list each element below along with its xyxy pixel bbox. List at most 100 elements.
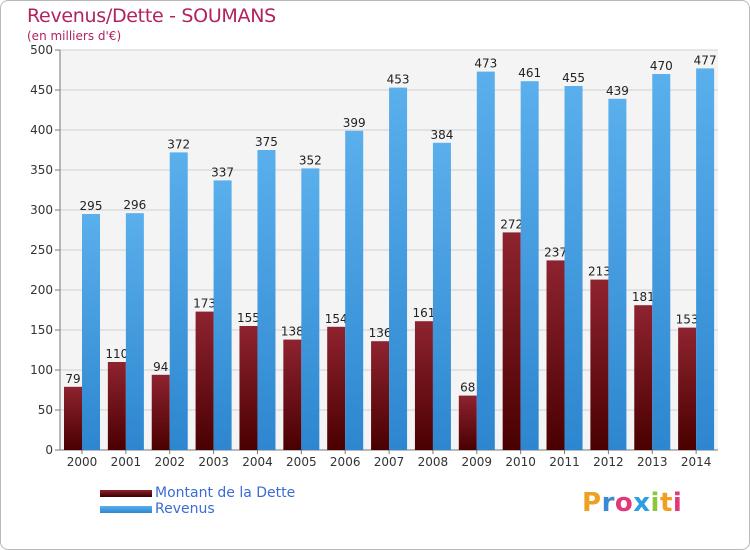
data-label-revenus: 384 — [430, 128, 453, 142]
data-label-dette: 94 — [153, 360, 168, 374]
bar-revenus — [301, 168, 320, 450]
data-label-revenus: 399 — [343, 116, 366, 130]
brand-letter: P — [582, 488, 602, 518]
y-tick-label: 300 — [30, 203, 53, 217]
bar-dette — [107, 362, 126, 450]
x-tick-label: 2008 — [418, 455, 449, 469]
bar-dette — [458, 395, 477, 450]
chart-subtitle: (en milliers d'€) — [27, 29, 122, 43]
data-label-dette: 154 — [325, 312, 348, 326]
data-label-dette: 136 — [369, 326, 392, 340]
data-label-dette: 155 — [237, 311, 260, 325]
brand-letter: t — [659, 488, 673, 518]
data-label-dette: 213 — [588, 265, 611, 279]
data-label-revenus: 296 — [123, 198, 146, 212]
brand-logo: Proxiti — [582, 488, 682, 518]
legend-swatch-dette — [100, 490, 152, 497]
data-label-dette: 138 — [281, 325, 304, 339]
chart-title: Revenus/Dette - SOUMANS — [27, 5, 276, 27]
bar-dette — [239, 326, 258, 450]
y-tick-label: 250 — [30, 243, 53, 257]
brand-letter: r — [601, 488, 615, 518]
bar-revenus — [389, 87, 408, 450]
x-tick-label: 2014 — [681, 455, 712, 469]
legend-swatch-revenus — [100, 506, 152, 513]
y-tick-label: 0 — [45, 443, 53, 457]
data-label-dette: 153 — [676, 313, 699, 327]
bar-dette — [151, 374, 170, 450]
x-tick-label: 2010 — [505, 455, 536, 469]
x-tick-label: 2005 — [286, 455, 317, 469]
x-tick-label: 2009 — [462, 455, 493, 469]
bar-revenus — [257, 150, 276, 450]
data-label-revenus: 470 — [650, 59, 673, 73]
bar-revenus — [125, 213, 144, 450]
brand-letter: i — [650, 488, 660, 518]
bar-dette — [195, 311, 214, 450]
x-tick-label: 2006 — [330, 455, 361, 469]
bar-revenus — [432, 142, 451, 451]
bar-revenus — [520, 81, 539, 450]
data-label-revenus: 439 — [606, 84, 629, 98]
data-label-revenus: 473 — [474, 57, 497, 71]
x-tick-label: 2000 — [67, 455, 98, 469]
brand-letter: x — [633, 488, 651, 518]
data-label-revenus: 337 — [211, 165, 234, 179]
bar-revenus — [564, 86, 583, 450]
bar-revenus — [476, 71, 495, 450]
y-tick-label: 50 — [38, 403, 53, 417]
bar-dette — [634, 305, 653, 450]
bar-revenus — [169, 152, 188, 450]
data-label-dette: 173 — [193, 297, 216, 311]
data-label-revenus: 461 — [518, 66, 541, 80]
x-tick-label: 2004 — [242, 455, 273, 469]
bar-dette — [414, 321, 433, 450]
legend-label-dette: Montant de la Dette — [155, 485, 296, 501]
bar-dette — [64, 386, 82, 450]
bar-revenus — [652, 74, 671, 450]
bar-revenus — [608, 98, 627, 451]
bar-dette — [283, 339, 302, 450]
y-tick-label: 400 — [30, 123, 53, 137]
x-tick-label: 2001 — [111, 455, 142, 469]
data-label-revenus: 455 — [562, 71, 585, 85]
data-label-dette: 272 — [500, 217, 523, 231]
data-label-revenus: 375 — [255, 135, 278, 149]
data-label-revenus: 295 — [80, 199, 103, 213]
y-tick-label: 350 — [30, 163, 53, 177]
x-tick-label: 2003 — [198, 455, 229, 469]
data-label-dette: 181 — [632, 290, 655, 304]
y-tick-label: 500 — [30, 43, 53, 57]
x-tick-label: 2012 — [593, 455, 624, 469]
data-label-revenus: 372 — [167, 137, 190, 151]
y-tick-label: 150 — [30, 323, 53, 337]
data-label-revenus: 352 — [299, 153, 322, 167]
data-label-dette: 237 — [544, 245, 567, 259]
data-label-dette: 79 — [65, 372, 80, 386]
x-tick-label: 2007 — [374, 455, 405, 469]
bar-revenus — [696, 68, 715, 451]
data-label-revenus: 453 — [387, 73, 410, 87]
bar-dette — [590, 279, 609, 450]
bar-dette — [678, 327, 697, 450]
bar-revenus — [213, 180, 232, 450]
data-label-dette: 110 — [105, 347, 128, 361]
x-tick-label: 2013 — [637, 455, 668, 469]
y-tick-label: 100 — [30, 363, 53, 377]
brand-letter: o — [614, 488, 634, 518]
bar-dette — [371, 341, 390, 450]
legend-label-revenus: Revenus — [155, 501, 215, 517]
bar-dette — [327, 326, 346, 450]
data-label-dette: 68 — [460, 381, 475, 395]
data-label-revenus: 477 — [694, 53, 717, 67]
data-label-dette: 161 — [412, 306, 435, 320]
x-tick-label: 2011 — [549, 455, 580, 469]
bar-revenus — [345, 130, 364, 451]
bar-dette — [546, 260, 565, 450]
brand-letter: i — [672, 488, 683, 518]
bar-dette — [502, 232, 521, 450]
y-tick-label: 450 — [30, 83, 53, 97]
y-tick-label: 200 — [30, 283, 53, 297]
bar-revenus — [82, 214, 100, 450]
